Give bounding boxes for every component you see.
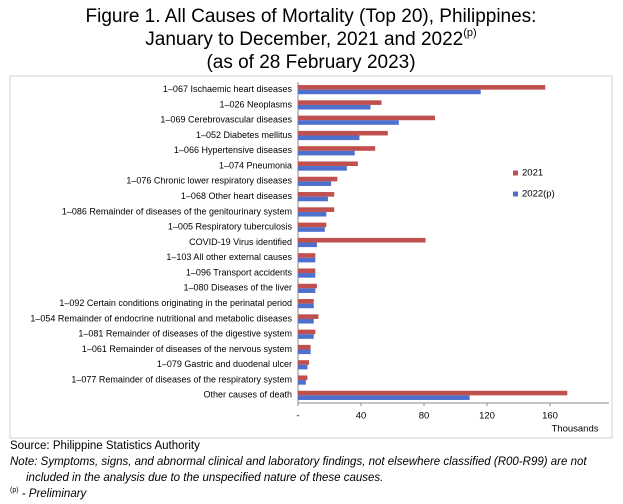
bar (298, 273, 316, 278)
x-tick-label: 40 (356, 411, 367, 422)
bar (298, 257, 316, 263)
bar (298, 344, 311, 350)
bar (298, 380, 306, 385)
chart-title: (as of 28 February 2023) (206, 52, 415, 73)
category-label: 1–076 Chronic lower respiratory diseases (126, 176, 292, 186)
x-axis-title: Thousands (551, 424, 598, 435)
category-label: Other causes of death (203, 390, 292, 400)
legend-swatch (513, 170, 518, 176)
category-label: 1–079 Gastric and duodenal ulcer (157, 359, 292, 369)
category-label: 1–052 Diabetes mellitus (196, 130, 293, 140)
chart-title: Figure 1. All Causes of Mortality (Top 2… (86, 6, 537, 27)
footnote-text: - Preliminary (19, 488, 88, 500)
bar (298, 196, 328, 202)
bar (298, 146, 376, 151)
title-superscript: (p) (463, 27, 476, 39)
chart-border (9, 75, 613, 439)
category-label: 1–074 Pneumonia (219, 160, 292, 170)
bar (298, 89, 481, 95)
category-label: 1–086 Remainder of diseases of the genit… (62, 206, 292, 216)
bar (298, 115, 436, 121)
category-label: 1–054 Remainder of endocrine nutritional… (30, 313, 292, 323)
category-label: 1–080 Diseases of the liver (183, 283, 292, 293)
category-label: 1–092 Certain conditions originating in … (59, 298, 292, 308)
legend-swatch (513, 191, 518, 197)
title-text: January to December, 2021 and 2022 (145, 29, 463, 50)
footnote: (p) - Preliminary (10, 487, 88, 500)
category-label: COVID-19 Virus identified (189, 237, 292, 247)
bar (298, 161, 358, 167)
bar (298, 299, 314, 304)
bar (298, 375, 308, 381)
bar (298, 237, 426, 243)
category-label: 1–077 Remainder of diseases of the respi… (71, 374, 292, 384)
bar (298, 268, 316, 274)
bar (298, 390, 568, 396)
chart-title: January to December, 2021 and 2022(p) (145, 27, 476, 50)
bar (298, 135, 360, 141)
category-label: 1–069 Cerebrovascular diseases (160, 115, 292, 125)
bar (298, 288, 316, 293)
bar (298, 253, 316, 258)
bar (298, 329, 316, 335)
x-tick-label: 160 (542, 411, 558, 422)
bar (298, 283, 317, 289)
category-label: 1–066 Hypertensive diseases (174, 145, 293, 155)
bar (298, 104, 371, 110)
category-label: 1–068 Other heart diseases (181, 191, 293, 201)
bar (298, 181, 332, 186)
bar (298, 85, 546, 90)
bar (298, 192, 335, 197)
category-label: 1–103 All other external causes (166, 252, 292, 262)
bar (298, 318, 314, 324)
category-label: 1–005 Respiratory tuberculosis (168, 222, 293, 232)
bar (298, 395, 470, 400)
category-label: 1–061 Remainder of diseases of the nervo… (82, 344, 292, 354)
title-text: (as of 28 February 2023) (206, 52, 415, 73)
x-tick-label: - (296, 411, 299, 422)
bar (298, 166, 347, 171)
legend-label: 2022(p) (522, 189, 555, 200)
bar (298, 120, 399, 125)
bar (298, 207, 335, 212)
x-tick-label: 80 (419, 411, 430, 422)
bar (298, 314, 319, 319)
bar (298, 222, 327, 228)
note: Note: Symptoms, signs, and abnormal clin… (10, 456, 587, 468)
bar (298, 334, 314, 339)
footnote-marker: (p) (10, 487, 19, 494)
bar (298, 227, 325, 232)
bar (298, 303, 314, 309)
bar (298, 360, 310, 365)
bar (298, 364, 308, 370)
bar (298, 150, 355, 156)
bar (298, 130, 388, 136)
bar (298, 242, 317, 248)
bar (298, 100, 382, 105)
bar (298, 349, 311, 355)
legend-label: 2021 (522, 168, 543, 179)
category-label: 1–067 Ischaemic heart diseases (163, 84, 293, 94)
title-text: Figure 1. All Causes of Mortality (Top 2… (86, 6, 537, 27)
category-label: 1–096 Transport accidents (186, 267, 293, 277)
note: included in the analysis due to the unsp… (26, 472, 383, 484)
category-label: 1–081 Remainder of diseases of the diges… (78, 329, 292, 339)
bar (298, 176, 338, 182)
source: Source: Philippine Statistics Authority (10, 440, 200, 452)
category-label: 1–026 Neoplasms (219, 99, 292, 109)
bar (298, 211, 327, 217)
x-tick-label: 120 (479, 411, 495, 422)
